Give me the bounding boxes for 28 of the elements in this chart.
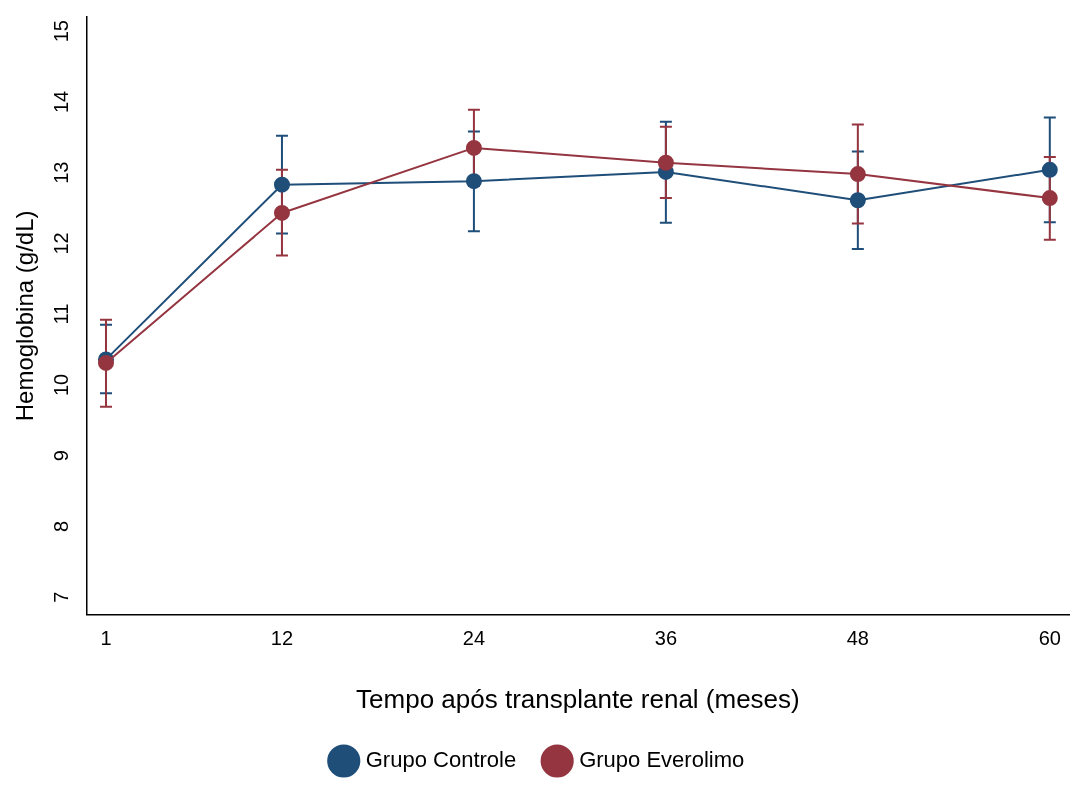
- point: [273, 204, 290, 221]
- point: [465, 139, 482, 156]
- x-tick-label: 1: [100, 627, 112, 650]
- x-tick-label: 36: [654, 627, 678, 650]
- y-tick-label: 14: [50, 90, 73, 114]
- x-axis-title: Tempo após transplante renal (meses): [356, 683, 800, 714]
- y-tick-label: 15: [50, 20, 73, 43]
- point: [273, 176, 290, 193]
- y-tick-label: 10: [50, 373, 73, 396]
- x-tick-label: 24: [462, 627, 486, 650]
- y-axis-title: Hemoglobina (g/dL): [11, 210, 39, 422]
- legend-label: Grupo Everolimo: [579, 747, 745, 773]
- y-tick-label: 11: [50, 303, 73, 325]
- point: [849, 192, 866, 209]
- point: [657, 154, 674, 171]
- x-tick-label: 60: [1038, 627, 1061, 650]
- point: [465, 173, 482, 190]
- y-tick-label: 13: [50, 161, 73, 184]
- y-tick-label: 8: [50, 520, 73, 532]
- point: [1041, 161, 1058, 178]
- x-tick-label: 48: [846, 627, 869, 650]
- legend-label: Grupo Controle: [365, 747, 517, 773]
- point: [1041, 190, 1058, 207]
- y-tick-label: 9: [50, 450, 73, 462]
- point: [849, 166, 866, 183]
- x-tick-label: 12: [270, 627, 294, 650]
- y-tick-label: 7: [50, 591, 73, 603]
- y-tick-label: 12: [50, 232, 73, 255]
